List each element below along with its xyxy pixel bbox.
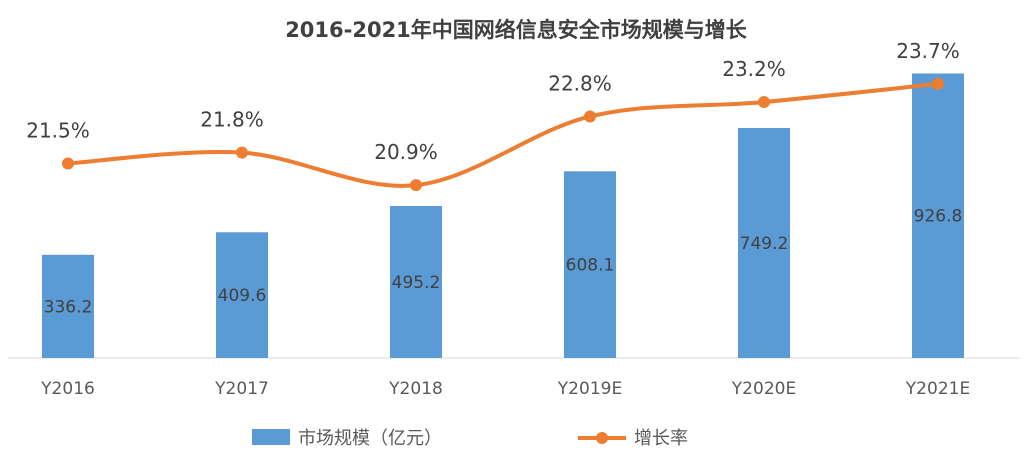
x-tick-label: Y2018	[388, 379, 443, 399]
growth-rate-point-y2019e	[584, 110, 596, 123]
bar-value-label: 495.2	[392, 273, 441, 293]
legend-label-bar: 市场规模（亿元）	[298, 428, 442, 449]
growth-rate-label: 23.7%	[896, 39, 960, 63]
growth-rate-label: 21.5%	[26, 118, 90, 142]
bar-value-label: 336.2	[44, 297, 93, 317]
legend-label-line: 增长率	[634, 428, 688, 449]
bar-y2020e	[738, 127, 790, 358]
chart-title: 2016-2021年中国网络信息安全市场规模与增长	[285, 18, 747, 42]
bar-value-label: 409.6	[218, 286, 267, 306]
growth-rate-point-y2017	[236, 146, 248, 159]
growth-rate-label: 20.9%	[374, 140, 438, 164]
x-tick-label: Y2019E	[557, 379, 622, 399]
growth-rate-label: 22.8%	[548, 71, 612, 95]
bar-value-label: 749.2	[740, 234, 789, 254]
x-tick-label: Y2017	[214, 379, 269, 399]
growth-rate-label: 23.2%	[722, 57, 786, 81]
bar-value-label: 608.1	[566, 256, 615, 276]
bar-y2016	[42, 254, 94, 358]
bar-y2021e	[912, 73, 964, 358]
growth-rate-point-y2018	[410, 179, 422, 192]
growth-rate-label: 21.8%	[200, 108, 264, 132]
growth-rate-point-y2021e	[932, 77, 944, 90]
x-tick-label: Y2020E	[731, 379, 796, 399]
bar-y2019e	[564, 171, 616, 358]
x-tick-label: Y2016	[40, 379, 95, 399]
growth-rate-line	[66, 81, 940, 188]
growth-rate-point-y2016	[62, 157, 74, 170]
bar-value-label: 926.8	[914, 207, 963, 227]
legend-swatch-marker	[596, 432, 608, 444]
growth-rate-point-y2020e	[758, 96, 770, 108]
x-tick-label: Y2021E	[905, 379, 970, 399]
legend-swatch-bar	[252, 429, 290, 445]
bar-y2017	[216, 232, 268, 358]
bar-y2018	[390, 205, 442, 358]
